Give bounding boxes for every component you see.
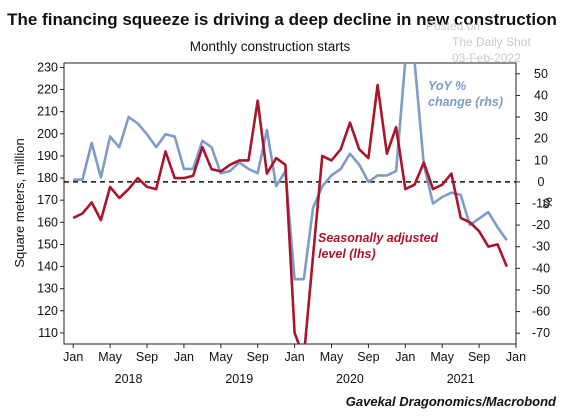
right-axis: 50 40 30 20 10 0 -10 -20 -30 -40 -50 -60 -70 xyxy=(516,67,550,340)
y-axis-label-left: Square meters, million xyxy=(12,138,27,267)
watermark: Posted on The Daily Shot 03-Feb-2022 xyxy=(426,19,531,65)
watermark-line-2: The Daily Shot xyxy=(452,35,531,49)
source-label: Gavekal Dragonomics/Macrobond xyxy=(346,394,557,409)
x-tick-label: May xyxy=(209,350,233,364)
left-tick-label: 170 xyxy=(37,193,58,207)
right-tick-label: 0 xyxy=(538,175,545,189)
left-tick-label: 160 xyxy=(37,215,58,229)
right-tick-label: -50 xyxy=(532,283,550,297)
right-tick-label: 50 xyxy=(534,67,548,81)
watermark-line-3: 03-Feb-2022 xyxy=(452,51,521,65)
x-tick-label: Sep xyxy=(136,350,158,364)
x-axis: Jan May Sep Jan May Sep Jan May Sep Jan May Sep Jan 2… xyxy=(63,344,526,386)
left-axis: 110 120 130 140 150 160 170 180 190 200 210 220 230 xyxy=(37,60,64,340)
left-tick-label: 220 xyxy=(37,83,58,97)
series-annotation-1: Seasonally adjusted xyxy=(318,231,439,245)
series-group xyxy=(72,63,509,344)
right-tick-label: 20 xyxy=(534,132,548,146)
x-tick-label: Sep xyxy=(468,350,490,364)
left-tick-label: 120 xyxy=(37,304,58,318)
left-tick-label: 230 xyxy=(37,60,58,74)
right-tick-label: 40 xyxy=(534,88,548,102)
right-tick-label: -60 xyxy=(532,305,550,319)
right-tick-label: 30 xyxy=(534,110,548,124)
right-tick-label: -20 xyxy=(532,218,550,232)
x-tick-label: Jan xyxy=(63,350,83,364)
left-tick-label: 140 xyxy=(37,260,58,274)
x-tick-label: Jan xyxy=(174,350,194,364)
left-tick-label: 200 xyxy=(37,127,58,141)
right-tick-label: -10 xyxy=(532,197,550,211)
right-tick-label: 10 xyxy=(534,153,548,167)
right-tick-label: -30 xyxy=(532,240,550,254)
watermark-line-1: Posted on xyxy=(426,19,480,33)
chart-subtitle: Monthly construction starts xyxy=(190,39,351,54)
x-tick-label: Sep xyxy=(247,350,269,364)
series-annotation-0: change (rhs) xyxy=(428,95,503,109)
x-tick-label: May xyxy=(320,350,344,364)
x-tick-label: Jan xyxy=(395,350,415,364)
x-tick-label: May xyxy=(430,350,454,364)
year-label: 2019 xyxy=(225,372,253,386)
annotations: YoY % change (rhs) Seasonally adjusted leve… xyxy=(318,79,503,261)
x-tick-label: May xyxy=(98,350,122,364)
left-tick-label: 210 xyxy=(37,105,58,119)
x-tick-label: Sep xyxy=(357,350,379,364)
left-tick-label: 190 xyxy=(37,149,58,163)
left-tick-label: 180 xyxy=(37,171,58,185)
year-label: 2020 xyxy=(336,372,364,386)
chart-title: The financing squeeze is driving a deep … xyxy=(7,10,557,29)
left-tick-label: 150 xyxy=(37,237,58,251)
series-annotation-1: level (lhs) xyxy=(318,247,376,261)
y-axis-label-right: % xyxy=(540,197,555,209)
right-tick-label: -40 xyxy=(532,261,550,275)
x-tick-label: Jan xyxy=(285,350,305,364)
year-label: 2021 xyxy=(447,372,475,386)
left-tick-label: 130 xyxy=(37,282,58,296)
series-annotation-0: YoY % xyxy=(428,79,466,93)
series-line-0 xyxy=(72,83,509,344)
x-tick-label: Jan xyxy=(506,350,526,364)
year-label: 2018 xyxy=(115,372,143,386)
left-tick-label: 110 xyxy=(38,326,58,340)
right-tick-label: -70 xyxy=(532,326,550,340)
